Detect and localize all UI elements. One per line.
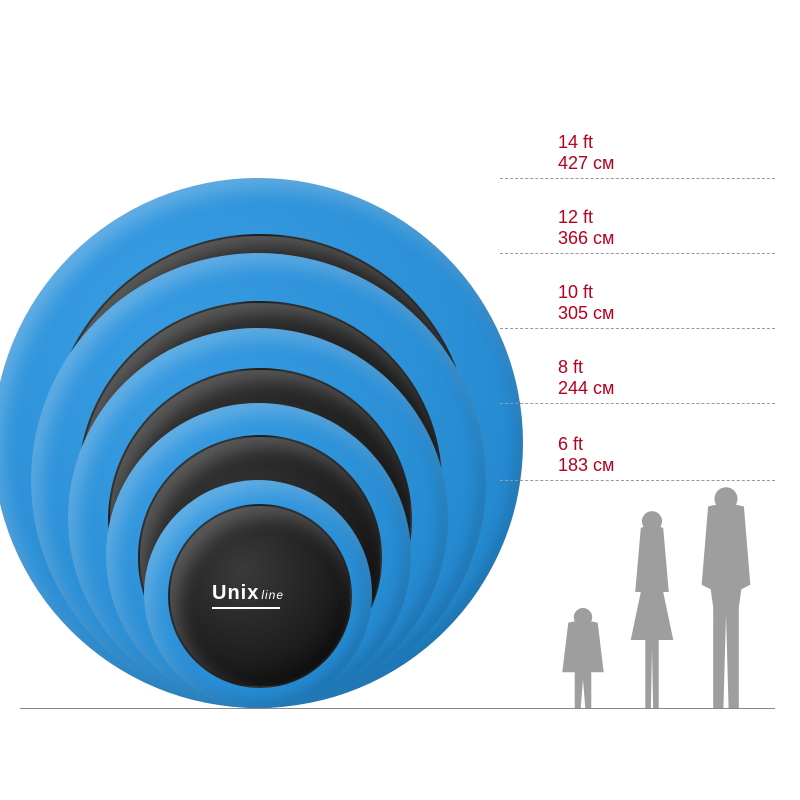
size-label: 8 ft244 см: [558, 357, 614, 398]
leader-line: [500, 178, 775, 179]
size-label-cm: 305 см: [558, 303, 614, 324]
logo-brand-text: Unix: [212, 582, 259, 604]
size-label-ft: 10 ft: [558, 282, 614, 303]
size-label-ft: 6 ft: [558, 434, 614, 455]
leader-line: [500, 403, 775, 404]
leader-line: [500, 253, 775, 254]
people-silhouettes: [560, 484, 758, 708]
size-label-ft: 14 ft: [558, 132, 614, 153]
leader-line: [500, 480, 775, 481]
size-label-cm: 427 см: [558, 153, 614, 174]
size-label: 10 ft305 см: [558, 282, 614, 323]
logo-sub-text: line: [261, 588, 284, 602]
size-comparison-diagram: { "canvas": { "width": 800, "height": 80…: [0, 0, 800, 800]
size-label-ft: 12 ft: [558, 207, 614, 228]
size-label: 12 ft366 см: [558, 207, 614, 248]
size-label-ft: 8 ft: [558, 357, 614, 378]
size-label-cm: 183 см: [558, 455, 614, 476]
size-label-cm: 244 см: [558, 378, 614, 399]
size-label: 6 ft183 см: [558, 434, 614, 475]
leader-line: [500, 328, 775, 329]
size-label: 14 ft427 см: [558, 132, 614, 173]
ground-line: [20, 708, 775, 709]
brand-logo: Unixline: [212, 582, 284, 609]
size-label-cm: 366 см: [558, 228, 614, 249]
